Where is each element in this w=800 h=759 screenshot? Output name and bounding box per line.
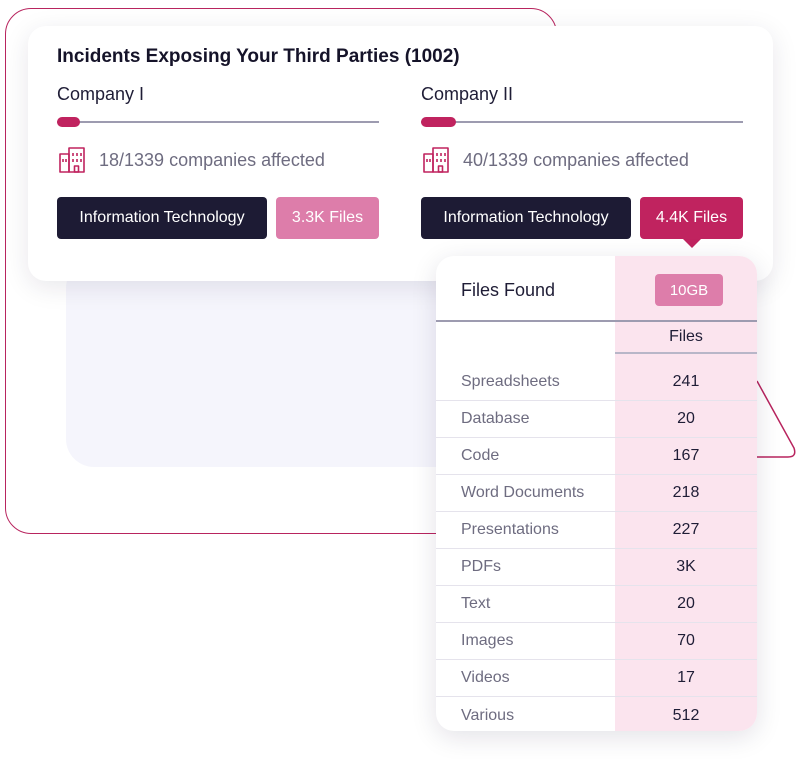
industry-button[interactable]: Information Technology: [421, 197, 631, 239]
files-found-title: Files Found: [461, 280, 556, 300]
decorative-backdrop: [66, 260, 486, 467]
file-count: 227: [672, 521, 700, 538]
file-count: 512: [672, 706, 700, 724]
file-type-label: Database: [461, 410, 530, 427]
files-column-header: Files: [669, 328, 703, 345]
file-type-label: Images: [461, 632, 514, 649]
file-type-label: Code: [461, 447, 500, 464]
file-type-label: Presentations: [461, 521, 559, 538]
exposure-progress-bar: [57, 117, 379, 127]
table-row: Code 167: [436, 438, 757, 475]
company-name: Company I: [57, 84, 145, 104]
file-type-label: Text: [461, 595, 491, 612]
card-title: Incidents Exposing Your Third Parties (1…: [57, 46, 460, 67]
progress-fill: [57, 117, 80, 127]
file-count: 3K: [676, 558, 696, 575]
divider: [436, 320, 757, 322]
file-count: 70: [677, 632, 695, 649]
table-row: Videos 17: [436, 660, 757, 697]
incidents-card: Incidents Exposing Your Third Parties (1…: [28, 26, 773, 281]
file-type-label: Word Documents: [461, 484, 585, 501]
affected-companies: 40/1339 companies affected: [421, 145, 743, 175]
file-count: 218: [672, 484, 700, 501]
file-count: 20: [677, 410, 695, 427]
file-type-label: Spreadsheets: [461, 373, 560, 390]
files-found-panel: Files Found 10GB Files Spreadsheets 241 …: [436, 256, 757, 731]
files-button[interactable]: 3.3K Files: [276, 197, 379, 239]
affected-companies: 18/1339 companies affected: [57, 145, 379, 175]
file-count: 20: [677, 595, 695, 612]
progress-fill: [421, 117, 457, 127]
file-type-list: Spreadsheets 241 Database 20 Code 167 Wo…: [436, 364, 757, 731]
divider: [615, 352, 757, 354]
company-name: Company II: [421, 84, 514, 104]
industry-button[interactable]: Information Technology: [57, 197, 267, 239]
files-button-selected[interactable]: 4.4K Files: [640, 197, 743, 248]
table-row: Presentations 227: [436, 512, 757, 549]
building-icon: [57, 145, 87, 175]
files-column-highlight: [615, 256, 757, 731]
table-row: Database 20: [436, 401, 757, 438]
table-row: PDFs 3K: [436, 549, 757, 586]
file-count: 167: [672, 447, 700, 464]
company-block-1: Company I 18/1339 companies affected Inf…: [57, 84, 379, 239]
file-count: 17: [677, 669, 695, 686]
size-badge: 10GB: [655, 274, 723, 306]
file-type-label: Videos: [461, 669, 510, 686]
table-row: Images 70: [436, 623, 757, 660]
table-row: Spreadsheets 241: [436, 364, 757, 401]
affected-text: 40/1339 companies affected: [463, 149, 689, 170]
table-row: Word Documents 218: [436, 475, 757, 512]
table-row: Various 512: [436, 697, 757, 731]
affected-text: 18/1339 companies affected: [99, 149, 325, 170]
table-row: Text 20: [436, 586, 757, 623]
file-count: 241: [672, 373, 700, 390]
building-icon: [421, 145, 451, 175]
exposure-progress-bar: [421, 117, 743, 127]
file-type-label: Various: [461, 706, 515, 724]
file-type-label: PDFs: [461, 558, 501, 575]
company-block-2: Company II 40/1339 companies affected In…: [421, 84, 743, 248]
